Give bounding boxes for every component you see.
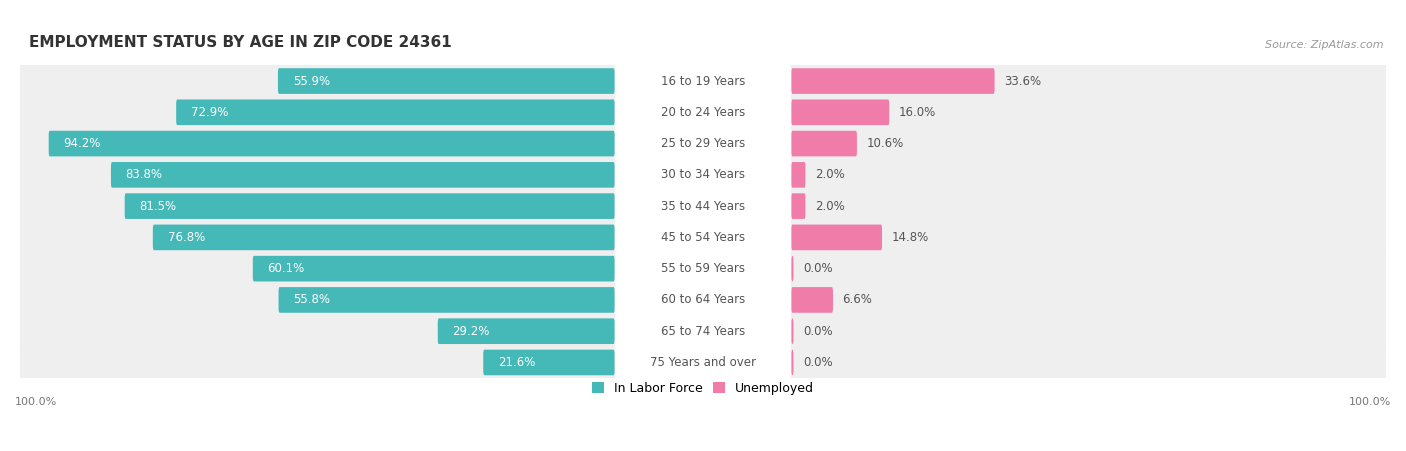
FancyBboxPatch shape xyxy=(20,341,1386,384)
Text: 10.6%: 10.6% xyxy=(866,137,904,150)
FancyBboxPatch shape xyxy=(484,350,614,375)
FancyBboxPatch shape xyxy=(176,100,614,125)
Text: 2.0%: 2.0% xyxy=(814,200,845,212)
Text: 16.0%: 16.0% xyxy=(898,106,936,119)
Text: 35 to 44 Years: 35 to 44 Years xyxy=(661,200,745,212)
FancyBboxPatch shape xyxy=(614,282,792,318)
FancyBboxPatch shape xyxy=(614,344,792,381)
FancyBboxPatch shape xyxy=(20,153,1386,197)
Text: 0.0%: 0.0% xyxy=(803,356,832,369)
FancyBboxPatch shape xyxy=(614,219,792,256)
Text: 60 to 64 Years: 60 to 64 Years xyxy=(661,294,745,306)
FancyBboxPatch shape xyxy=(20,90,1386,134)
Text: 100.0%: 100.0% xyxy=(15,397,58,407)
FancyBboxPatch shape xyxy=(614,63,792,99)
FancyBboxPatch shape xyxy=(153,225,614,250)
Text: 0.0%: 0.0% xyxy=(803,325,832,338)
Text: 81.5%: 81.5% xyxy=(139,200,177,212)
Text: 75 Years and over: 75 Years and over xyxy=(650,356,756,369)
FancyBboxPatch shape xyxy=(614,188,792,224)
Text: 29.2%: 29.2% xyxy=(453,325,489,338)
FancyBboxPatch shape xyxy=(20,216,1386,259)
FancyBboxPatch shape xyxy=(20,278,1386,322)
Text: 55.9%: 55.9% xyxy=(292,74,330,87)
FancyBboxPatch shape xyxy=(437,318,614,344)
FancyBboxPatch shape xyxy=(792,193,806,219)
FancyBboxPatch shape xyxy=(792,287,832,313)
FancyBboxPatch shape xyxy=(614,250,792,287)
Text: Source: ZipAtlas.com: Source: ZipAtlas.com xyxy=(1265,40,1384,50)
FancyBboxPatch shape xyxy=(792,225,882,250)
Text: 14.8%: 14.8% xyxy=(891,231,928,244)
FancyBboxPatch shape xyxy=(49,131,614,156)
FancyBboxPatch shape xyxy=(253,256,614,281)
Text: 33.6%: 33.6% xyxy=(1004,74,1040,87)
Text: 30 to 34 Years: 30 to 34 Years xyxy=(661,168,745,181)
FancyBboxPatch shape xyxy=(20,59,1386,103)
Text: 25 to 29 Years: 25 to 29 Years xyxy=(661,137,745,150)
FancyBboxPatch shape xyxy=(792,100,889,125)
Text: 2.0%: 2.0% xyxy=(814,168,845,181)
FancyBboxPatch shape xyxy=(614,94,792,130)
Text: 20 to 24 Years: 20 to 24 Years xyxy=(661,106,745,119)
FancyBboxPatch shape xyxy=(792,350,793,375)
Text: 72.9%: 72.9% xyxy=(191,106,228,119)
Text: 55.8%: 55.8% xyxy=(294,294,330,306)
FancyBboxPatch shape xyxy=(278,287,614,313)
Text: 65 to 74 Years: 65 to 74 Years xyxy=(661,325,745,338)
FancyBboxPatch shape xyxy=(792,131,856,156)
FancyBboxPatch shape xyxy=(792,256,793,281)
FancyBboxPatch shape xyxy=(111,162,614,188)
FancyBboxPatch shape xyxy=(20,184,1386,228)
Text: 16 to 19 Years: 16 to 19 Years xyxy=(661,74,745,87)
FancyBboxPatch shape xyxy=(792,162,806,188)
Text: 94.2%: 94.2% xyxy=(63,137,101,150)
FancyBboxPatch shape xyxy=(125,193,614,219)
Text: 60.1%: 60.1% xyxy=(267,262,305,275)
FancyBboxPatch shape xyxy=(20,122,1386,166)
Legend: In Labor Force, Unemployed: In Labor Force, Unemployed xyxy=(586,377,820,400)
Text: 21.6%: 21.6% xyxy=(498,356,536,369)
FancyBboxPatch shape xyxy=(792,318,793,344)
FancyBboxPatch shape xyxy=(614,313,792,350)
FancyBboxPatch shape xyxy=(20,309,1386,353)
FancyBboxPatch shape xyxy=(20,247,1386,290)
Text: 100.0%: 100.0% xyxy=(1348,397,1391,407)
Text: 83.8%: 83.8% xyxy=(125,168,163,181)
Text: 76.8%: 76.8% xyxy=(167,231,205,244)
FancyBboxPatch shape xyxy=(614,156,792,193)
Text: 45 to 54 Years: 45 to 54 Years xyxy=(661,231,745,244)
FancyBboxPatch shape xyxy=(792,68,994,94)
Text: EMPLOYMENT STATUS BY AGE IN ZIP CODE 24361: EMPLOYMENT STATUS BY AGE IN ZIP CODE 243… xyxy=(28,35,451,50)
Text: 6.6%: 6.6% xyxy=(842,294,872,306)
FancyBboxPatch shape xyxy=(614,125,792,162)
Text: 55 to 59 Years: 55 to 59 Years xyxy=(661,262,745,275)
Text: 0.0%: 0.0% xyxy=(803,262,832,275)
FancyBboxPatch shape xyxy=(278,68,614,94)
